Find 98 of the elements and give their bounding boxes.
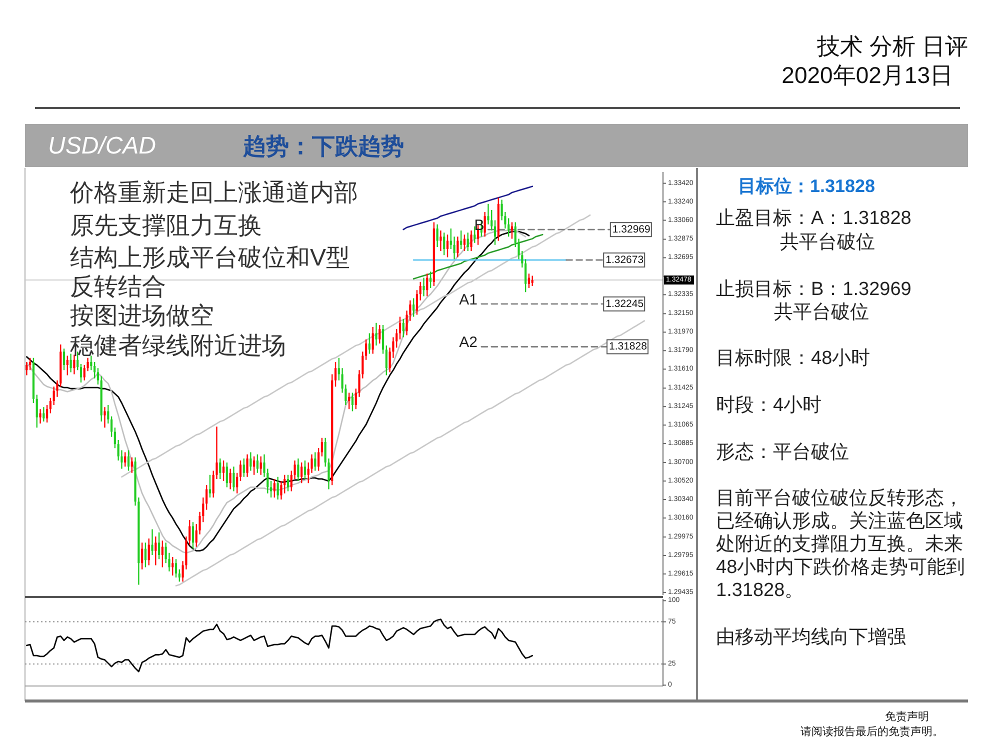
candlestick [42,407,45,422]
line-series [412,234,544,280]
candlestick [528,274,530,288]
candlestick [304,460,306,479]
candlestick [470,230,472,252]
annotation: 反转结合 [70,274,166,300]
series-label: A1 [459,291,478,308]
text: 请阅读报告最后的免责声明。 [800,725,944,738]
text: 共平台破位 [774,302,869,322]
candlestick [256,454,259,473]
candlestick [276,476,279,500]
candlestick [297,458,300,482]
data-label: 1.32673 [606,254,644,266]
text: 共平台破位 [780,232,875,252]
candlestick [273,478,276,498]
candlestick [144,542,147,568]
candlestick [385,346,388,376]
data-label: 1.32969 [612,224,651,236]
candlestick [148,538,150,566]
candlestick [497,198,500,241]
candlestick [127,450,130,471]
candlestick [466,232,469,252]
text: 止盈目标：A：1.31828 [716,208,912,228]
annotation: 结构上形成平台破位和V型 [70,244,350,272]
candlestick [73,354,76,374]
candlestick [331,374,334,486]
candlestick [440,230,442,252]
text: 时段：4小时 [716,394,822,416]
candlestick [378,324,381,344]
text: 止损目标：B：1.32969 [716,278,912,300]
candlestick [443,232,446,256]
text: 目前平台破位破位反转形态，已经确认形成。关注蓝色区域处附近的支撑阻力互换。未来48小时内下跌价格走势可能到1.31828。 [716,487,966,602]
candlestick [104,407,106,428]
candlestick [372,327,374,354]
candlestick [158,532,160,560]
text: 目标时限：48小时 [716,348,870,368]
annotation: 稳健者绿线附近进场 [70,332,286,360]
candlestick [232,466,235,492]
candlestick [154,536,157,566]
text: 免责声明 [885,710,929,723]
candlestick [314,452,316,471]
candlestick [300,462,303,484]
annotation: 原先支撑阻力互换 [70,212,262,240]
candlestick [96,368,100,385]
candlestick [226,462,228,488]
candlestick [334,362,337,387]
annotation: 价格重新走回上涨通道内部 [69,180,358,206]
candlestick [484,212,486,237]
candlestick [416,290,418,315]
candlestick [36,394,38,428]
candlestick [318,448,320,471]
candlestick [62,348,66,370]
candlestick [80,364,82,382]
candlestick [286,474,290,492]
candlestick [426,274,428,296]
candlestick [192,522,194,549]
candlestick [219,458,222,479]
candlestick [456,236,459,258]
candlestick [463,234,466,252]
candlestick [236,472,238,494]
candlestick [151,529,154,555]
candlestick [229,468,232,490]
candlestick [531,276,534,286]
chart-title: USD/CAD [48,132,156,160]
candlestick [107,405,110,424]
data-label: 1.32245 [606,298,644,310]
text: 形态：平台破位 [716,442,849,462]
candlestick [100,376,102,422]
text: 由移动平均线向下增强 [716,626,906,648]
text: 目标位：1.31828 [738,176,876,196]
candlestick [26,362,28,376]
candlestick [70,354,72,372]
line-series [26,618,534,672]
chart-subtitle: 趋势：下跌趋势 [242,133,404,159]
data-label: 1.31828 [609,340,648,353]
candlestick [110,416,113,437]
candlestick [432,222,435,286]
text: 2020年02月13日 [782,62,953,88]
candlestick [46,405,48,423]
candlestick [422,278,425,296]
text: 技术 分析 日评 [816,33,968,59]
series-label: A2 [459,334,478,352]
candlestick [436,224,438,247]
candlestick [141,542,144,570]
candlestick [246,454,248,477]
candlestick [250,452,252,471]
candlestick [32,358,35,404]
annotation: 按图进场做空 [70,302,214,330]
candlestick [320,438,323,456]
candlestick [39,409,42,424]
candlestick [242,458,245,477]
candlestick [382,324,384,354]
line-series [402,186,534,230]
candlestick [49,398,52,414]
candlestick [239,460,242,482]
candlestick [375,322,378,346]
candlestick [402,318,404,338]
candlestick [174,559,178,578]
